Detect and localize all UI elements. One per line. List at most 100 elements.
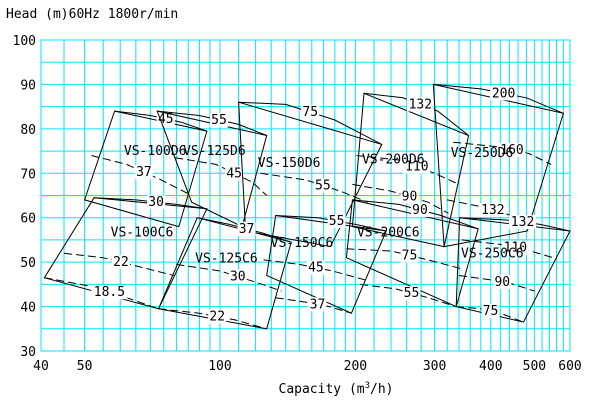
y-tick-label: 90 — [20, 78, 36, 93]
curve-label-bg — [208, 309, 227, 324]
curve-power-label: 18.5 — [94, 285, 125, 300]
speed-curve — [447, 199, 528, 223]
x-tick-label: 500 — [523, 359, 546, 374]
curve-power-label: 160 — [500, 143, 523, 158]
y-tick-label: 50 — [20, 256, 36, 271]
x-tick-labels: 40 50 100 200 300 400 500 600 — [33, 359, 582, 374]
x-tick-label: 400 — [479, 359, 502, 374]
model-name-label: VS-150C6 — [271, 236, 334, 251]
curve-label-bg — [237, 221, 256, 236]
speed-curve — [352, 183, 449, 214]
curve-power-label: 110 — [405, 160, 428, 175]
curve-label-bg — [210, 112, 229, 127]
speed-curve — [63, 252, 175, 276]
x-tick-label: 600 — [558, 359, 581, 374]
curve-label-bg — [400, 248, 419, 263]
curve-power-label: 90 — [494, 275, 510, 290]
model-name-label: VS-150D6 — [258, 156, 321, 171]
curve-label-bg — [313, 178, 332, 193]
curve-label-bg — [308, 297, 327, 312]
y-tick-label: 70 — [20, 167, 36, 182]
series-vs-250d6: 200 160 132 VS-250D6 — [432, 83, 565, 248]
curve-power-label: 132 — [409, 97, 432, 112]
curve-power-label: 55 — [404, 286, 420, 301]
curve-label-bg — [301, 105, 320, 120]
speed-curve — [175, 157, 268, 196]
curve-label-bg — [306, 260, 325, 275]
curve-power-label: 22 — [113, 255, 129, 270]
speed-curve — [456, 306, 524, 323]
curve-power-label: 37 — [136, 165, 152, 180]
curve-power-label: 110 — [504, 241, 527, 256]
curve-label-bg — [501, 240, 529, 255]
curve-power-label: 75 — [402, 248, 418, 263]
curve-label-bg — [228, 269, 247, 284]
x-tick-label: 300 — [423, 359, 446, 374]
plot-frame — [40, 39, 571, 352]
series-vs-150d6: 75 55 VS-150D6 — [238, 101, 383, 248]
x-tick-label: 50 — [77, 359, 93, 374]
curve-label-bg — [410, 202, 429, 217]
y-tick-label: 100 — [13, 34, 36, 49]
chart-title: Head (m)60Hz 1800r/min — [6, 7, 178, 22]
curve-power-label: 55 — [329, 214, 345, 229]
y-tick-labels: 30 40 50 60 70 80 90 100 — [13, 34, 36, 360]
curve-power-label: 37 — [310, 297, 326, 312]
series-vs-200d6: 132 110 90 VS-200D6 — [351, 92, 470, 248]
curve-power-label: 45 — [308, 261, 324, 276]
curve-label-bg — [134, 165, 153, 180]
curve-label-bg — [481, 304, 500, 319]
x-tick-label: 100 — [208, 359, 231, 374]
x-axis-label: Capacity (m3/h) — [279, 381, 394, 397]
speed-curve — [453, 141, 552, 165]
curve-label-bg — [509, 215, 537, 230]
model-name-label: VS-250C6 — [461, 246, 524, 261]
curve-label-bg — [493, 275, 512, 290]
curve-label-bg — [403, 159, 431, 174]
curve-power-label: 200 — [492, 86, 515, 101]
model-name-label: VS-125D6 — [183, 144, 246, 159]
curve-label-bg — [406, 97, 434, 112]
curve-label-bg — [402, 286, 421, 301]
model-name-label: VS-200C6 — [357, 225, 420, 240]
curve-power-label: 30 — [230, 270, 246, 285]
x-tick-label: 200 — [344, 359, 367, 374]
curve-power-label: 55 — [315, 179, 331, 194]
series-vs-250c6: 132 110 90 75 VS-250C6 — [455, 215, 571, 323]
curve-power-label: 55 — [211, 113, 227, 128]
model-name-label: VS-100D6 — [124, 144, 187, 159]
curve-power-label: 132 — [511, 215, 534, 230]
curve-label-bg — [225, 166, 244, 181]
curve-label-bg — [400, 189, 419, 204]
y-tick-label: 40 — [20, 301, 36, 316]
y-tick-label: 30 — [20, 345, 36, 360]
curve-label-bg — [498, 142, 526, 157]
curve-power-label: 132 — [481, 203, 504, 218]
x-tick-label: 40 — [33, 359, 49, 374]
model-name-label: VS-100C6 — [111, 225, 174, 240]
series-vs-125d6: 55 45 VS-125D6 — [156, 110, 268, 228]
curve-label-bg — [327, 214, 346, 229]
series-vs-150c6: 55 45 37 VS-150C6 — [263, 214, 387, 314]
curve-label-bg — [147, 195, 166, 210]
curve-label-bg — [490, 86, 518, 101]
curve-label-bg — [479, 202, 507, 217]
curve-power-label: 90 — [412, 203, 428, 218]
model-name-label: VS-200D6 — [362, 153, 425, 168]
curve-power-label: 30 — [148, 195, 164, 210]
curve-power-label: 75 — [302, 105, 318, 120]
curve-power-label: 45 — [226, 166, 242, 181]
curve-label-bg — [112, 255, 131, 270]
curve-power-label: 90 — [402, 190, 418, 205]
series-vs-125c6: 37 30 22 VS-125C6 — [157, 217, 292, 330]
grid — [40, 39, 571, 352]
curve-power-label: 37 — [239, 222, 255, 237]
y-tick-label: 80 — [20, 123, 36, 138]
curve-power-label: 22 — [209, 310, 225, 325]
y-tick-label: 60 — [20, 212, 36, 227]
curve-label-bg — [91, 285, 128, 300]
model-name-label: VS-250D6 — [451, 146, 514, 161]
series-vs-100c6: 30 22 18.5 VS-100C6 — [43, 195, 208, 310]
curve-power-label: 75 — [483, 304, 499, 319]
